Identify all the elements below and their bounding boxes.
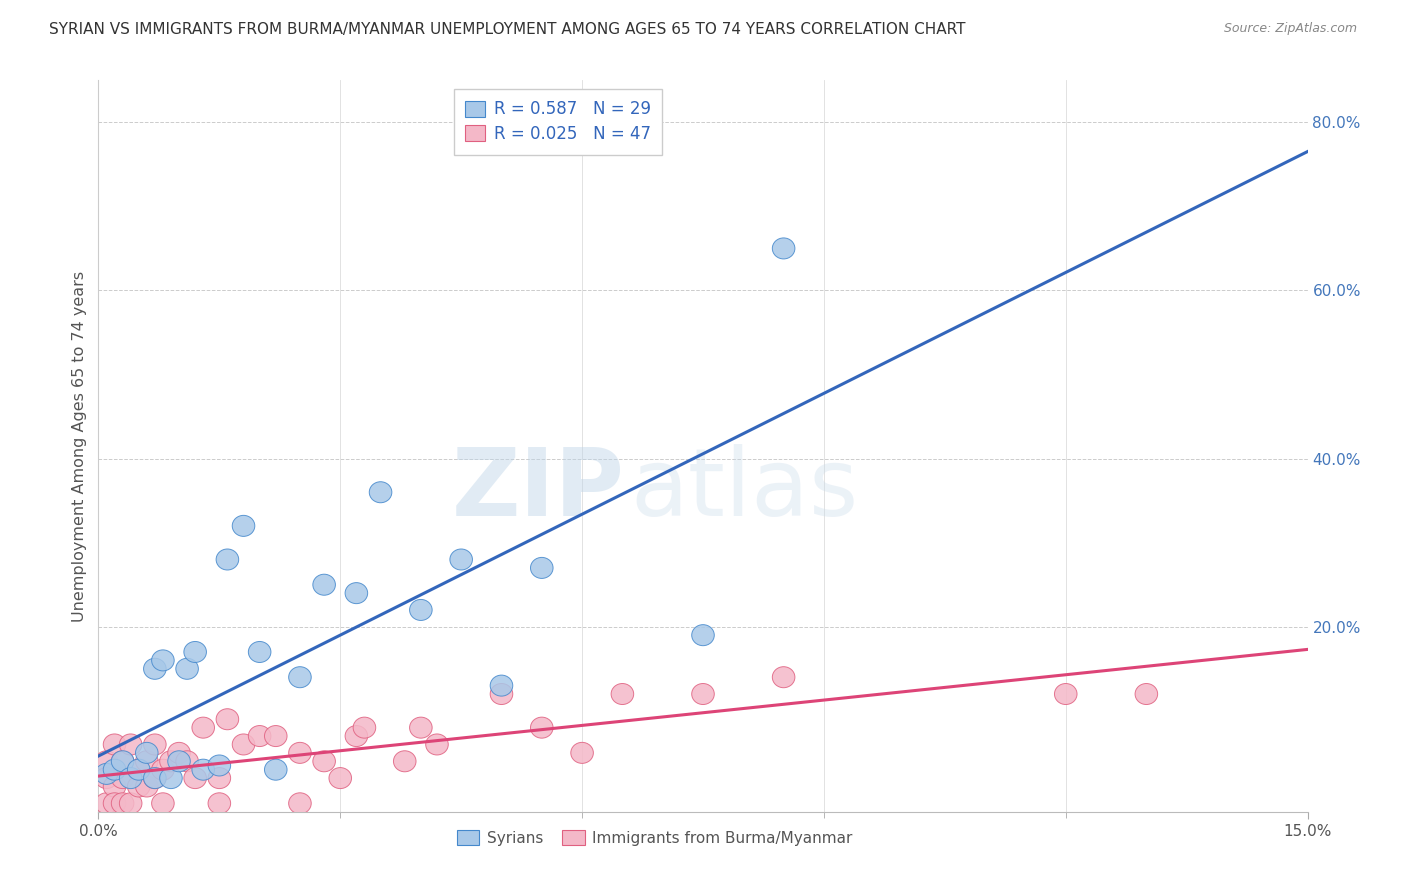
Text: ZIP: ZIP bbox=[451, 444, 624, 536]
Y-axis label: Unemployment Among Ages 65 to 74 years: Unemployment Among Ages 65 to 74 years bbox=[72, 270, 87, 622]
Legend: Syrians, Immigrants from Burma/Myanmar: Syrians, Immigrants from Burma/Myanmar bbox=[450, 824, 859, 852]
Text: atlas: atlas bbox=[630, 444, 859, 536]
Text: Source: ZipAtlas.com: Source: ZipAtlas.com bbox=[1223, 22, 1357, 36]
Text: SYRIAN VS IMMIGRANTS FROM BURMA/MYANMAR UNEMPLOYMENT AMONG AGES 65 TO 74 YEARS C: SYRIAN VS IMMIGRANTS FROM BURMA/MYANMAR … bbox=[49, 22, 966, 37]
